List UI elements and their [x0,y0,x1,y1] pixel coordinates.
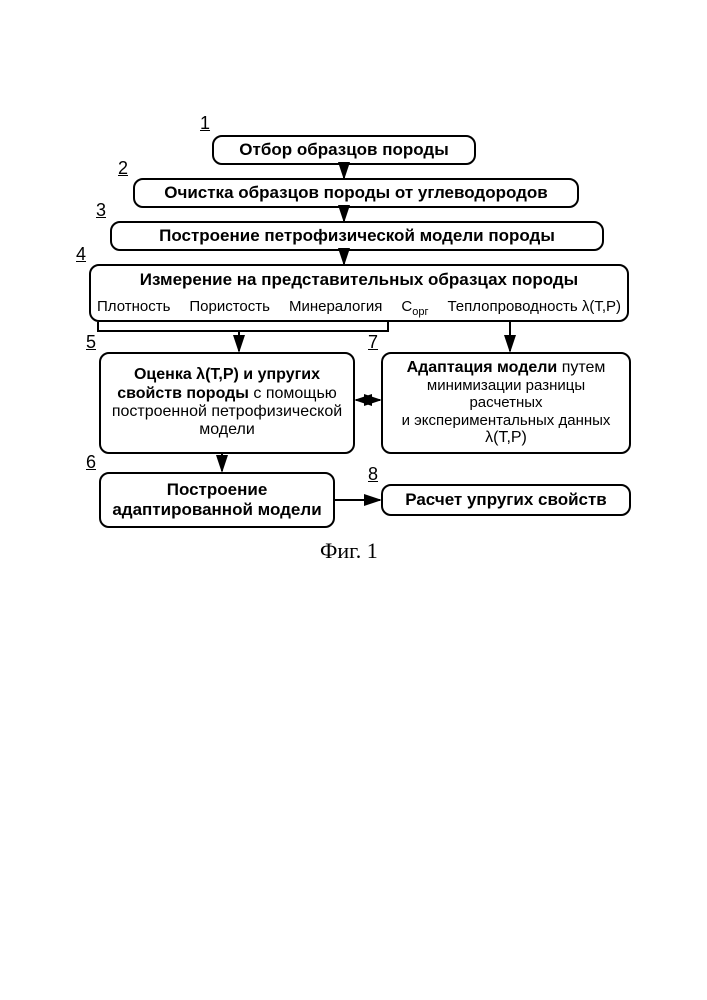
node-5-line1: Оценка λ(T,P) и упругих [134,366,320,384]
measure-corg: Cорг [401,298,428,318]
node-7: Адаптация модели путем минимизации разни… [381,352,631,454]
step-number-5: 5 [86,332,96,353]
node-4-title: Измерение на представительных образцах п… [140,270,578,290]
node-7-line4: λ(T,P) [485,429,527,447]
node-2-label: Очистка образцов породы от углеводородов [164,183,548,203]
node-6-line2: адаптированной модели [112,500,321,520]
node-8: Расчет упругих свойств [381,484,631,516]
node-6-line1: Построение [167,480,268,500]
node-6: Построение адаптированной модели [99,472,335,528]
flowchart-canvas: 1 2 3 4 5 6 7 8 Отбор образцов породы Оч… [0,0,707,1000]
node-5-line3: построенной петрофизической [112,403,342,421]
node-5-line2: свойств породы с помощью [117,385,337,403]
node-3: Построение петрофизической модели породы [110,221,604,251]
step-number-4: 4 [76,244,86,265]
step-number-8: 8 [368,464,378,485]
node-1-label: Отбор образцов породы [239,140,448,160]
node-7-line1: Адаптация модели путем [407,359,606,377]
node-8-label: Расчет упругих свойств [405,490,607,510]
measure-mineralogy: Минералогия [289,298,382,315]
node-5-line4: модели [199,421,255,439]
measure-density: Плотность [97,298,170,315]
node-3-label: Построение петрофизической модели породы [159,226,555,246]
figure-caption: Фиг. 1 [320,538,378,564]
step-number-6: 6 [86,452,96,473]
node-4-measurements: Плотность Пористость Минералогия Cорг Те… [97,298,621,318]
measure-porosity: Пористость [189,298,270,315]
step-number-3: 3 [96,200,106,221]
step-number-2: 2 [118,158,128,179]
node-7-line3: и экспериментальных данных [402,412,611,429]
measure-conductivity: Теплопроводность λ(T,P) [447,298,621,315]
node-7-line2: минимизации разницы расчетных [389,377,623,412]
step-number-7: 7 [368,332,378,353]
measurement-bracket [97,322,389,332]
node-5: Оценка λ(T,P) и упругих свойств породы с… [99,352,355,454]
node-1: Отбор образцов породы [212,135,476,165]
node-2: Очистка образцов породы от углеводородов [133,178,579,208]
step-number-1: 1 [200,113,210,134]
